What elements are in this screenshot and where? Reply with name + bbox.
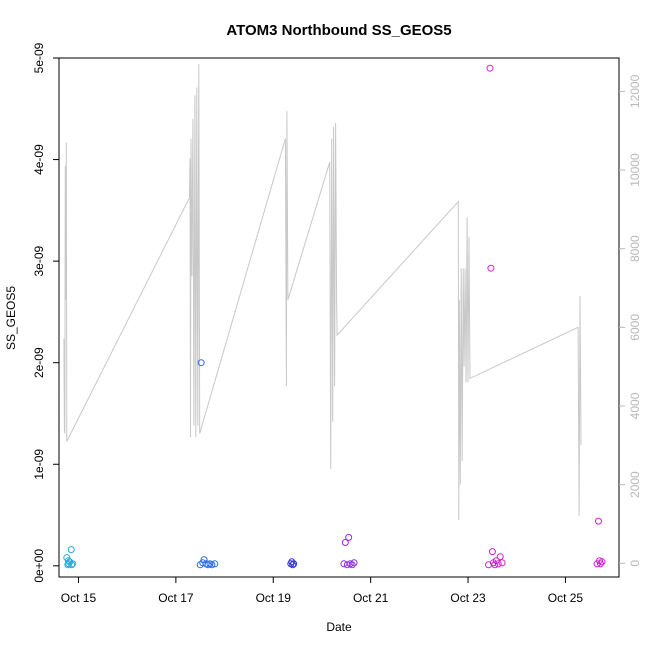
- data-point: [488, 548, 496, 556]
- data-point: [64, 561, 72, 569]
- data-point: [200, 556, 208, 564]
- data-point: [68, 561, 76, 569]
- data-point: [208, 561, 216, 569]
- y-tick-label: 3e-09: [32, 245, 46, 276]
- x-tick-label: Oct 15: [61, 591, 97, 605]
- data-point: [595, 517, 602, 525]
- data-point: [69, 560, 77, 568]
- data-point: [491, 561, 499, 569]
- y-tick-label: 2e-09: [32, 347, 46, 378]
- data-points: [63, 64, 606, 569]
- y2-tick-label: 10000: [628, 153, 642, 187]
- data-point: [598, 558, 606, 566]
- data-point: [597, 560, 604, 568]
- altitude-series: [63, 63, 582, 521]
- x-tick-label: Oct 19: [256, 591, 292, 605]
- chart-title: ATOM3 Northbound SS_GEOS5: [226, 22, 451, 39]
- y2-tick-label: 2000: [628, 471, 642, 498]
- y-tick-label: 1e-09: [32, 449, 46, 480]
- y-tick-label: 4e-09: [32, 144, 46, 175]
- data-point: [343, 561, 351, 569]
- data-point: [211, 560, 219, 568]
- y2-tick-label: 4000: [628, 392, 642, 419]
- y2-axis: 0 2000 4000 6000 8000 10000 12000: [619, 74, 642, 567]
- x-tick-label: Oct 23: [450, 591, 486, 605]
- data-point: [350, 559, 358, 567]
- data-point: [289, 561, 297, 569]
- data-point: [197, 359, 205, 367]
- y-tick-label: 5e-09: [32, 42, 46, 73]
- data-point: [341, 539, 349, 546]
- x-axis: Oct 15 Oct 17 Oct 19 Oct 21 Oct 23 Oct 25: [61, 577, 584, 605]
- data-point: [348, 561, 356, 569]
- data-point: [486, 64, 494, 72]
- data-point: [496, 553, 504, 561]
- data-point: [498, 559, 506, 567]
- y2-tick-label: 6000: [628, 314, 642, 341]
- y2-tick-label: 12000: [628, 74, 642, 108]
- x-tick-label: Oct 21: [353, 591, 389, 605]
- y2-tick-label: 8000: [628, 235, 642, 262]
- plot-frame: [58, 57, 620, 578]
- data-point: [487, 264, 495, 272]
- data-point: [345, 533, 353, 541]
- data-point: [288, 558, 296, 566]
- data-point: [494, 560, 502, 568]
- altitude-line: [63, 63, 582, 521]
- x-tick-label: Oct 25: [548, 591, 584, 605]
- data-point: [290, 560, 298, 568]
- x-tick-label: Oct 17: [158, 591, 194, 605]
- y-tick-label: 0e+00: [32, 549, 46, 583]
- data-point: [67, 546, 75, 554]
- y2-tick-label: 0: [628, 560, 642, 567]
- y-axis: 0e+00 1e-09 2e-09 3e-09 4e-09 5e-09: [32, 42, 59, 583]
- x-axis-label: Date: [326, 620, 352, 634]
- y-axis-label: SS_GEOS5: [4, 286, 18, 350]
